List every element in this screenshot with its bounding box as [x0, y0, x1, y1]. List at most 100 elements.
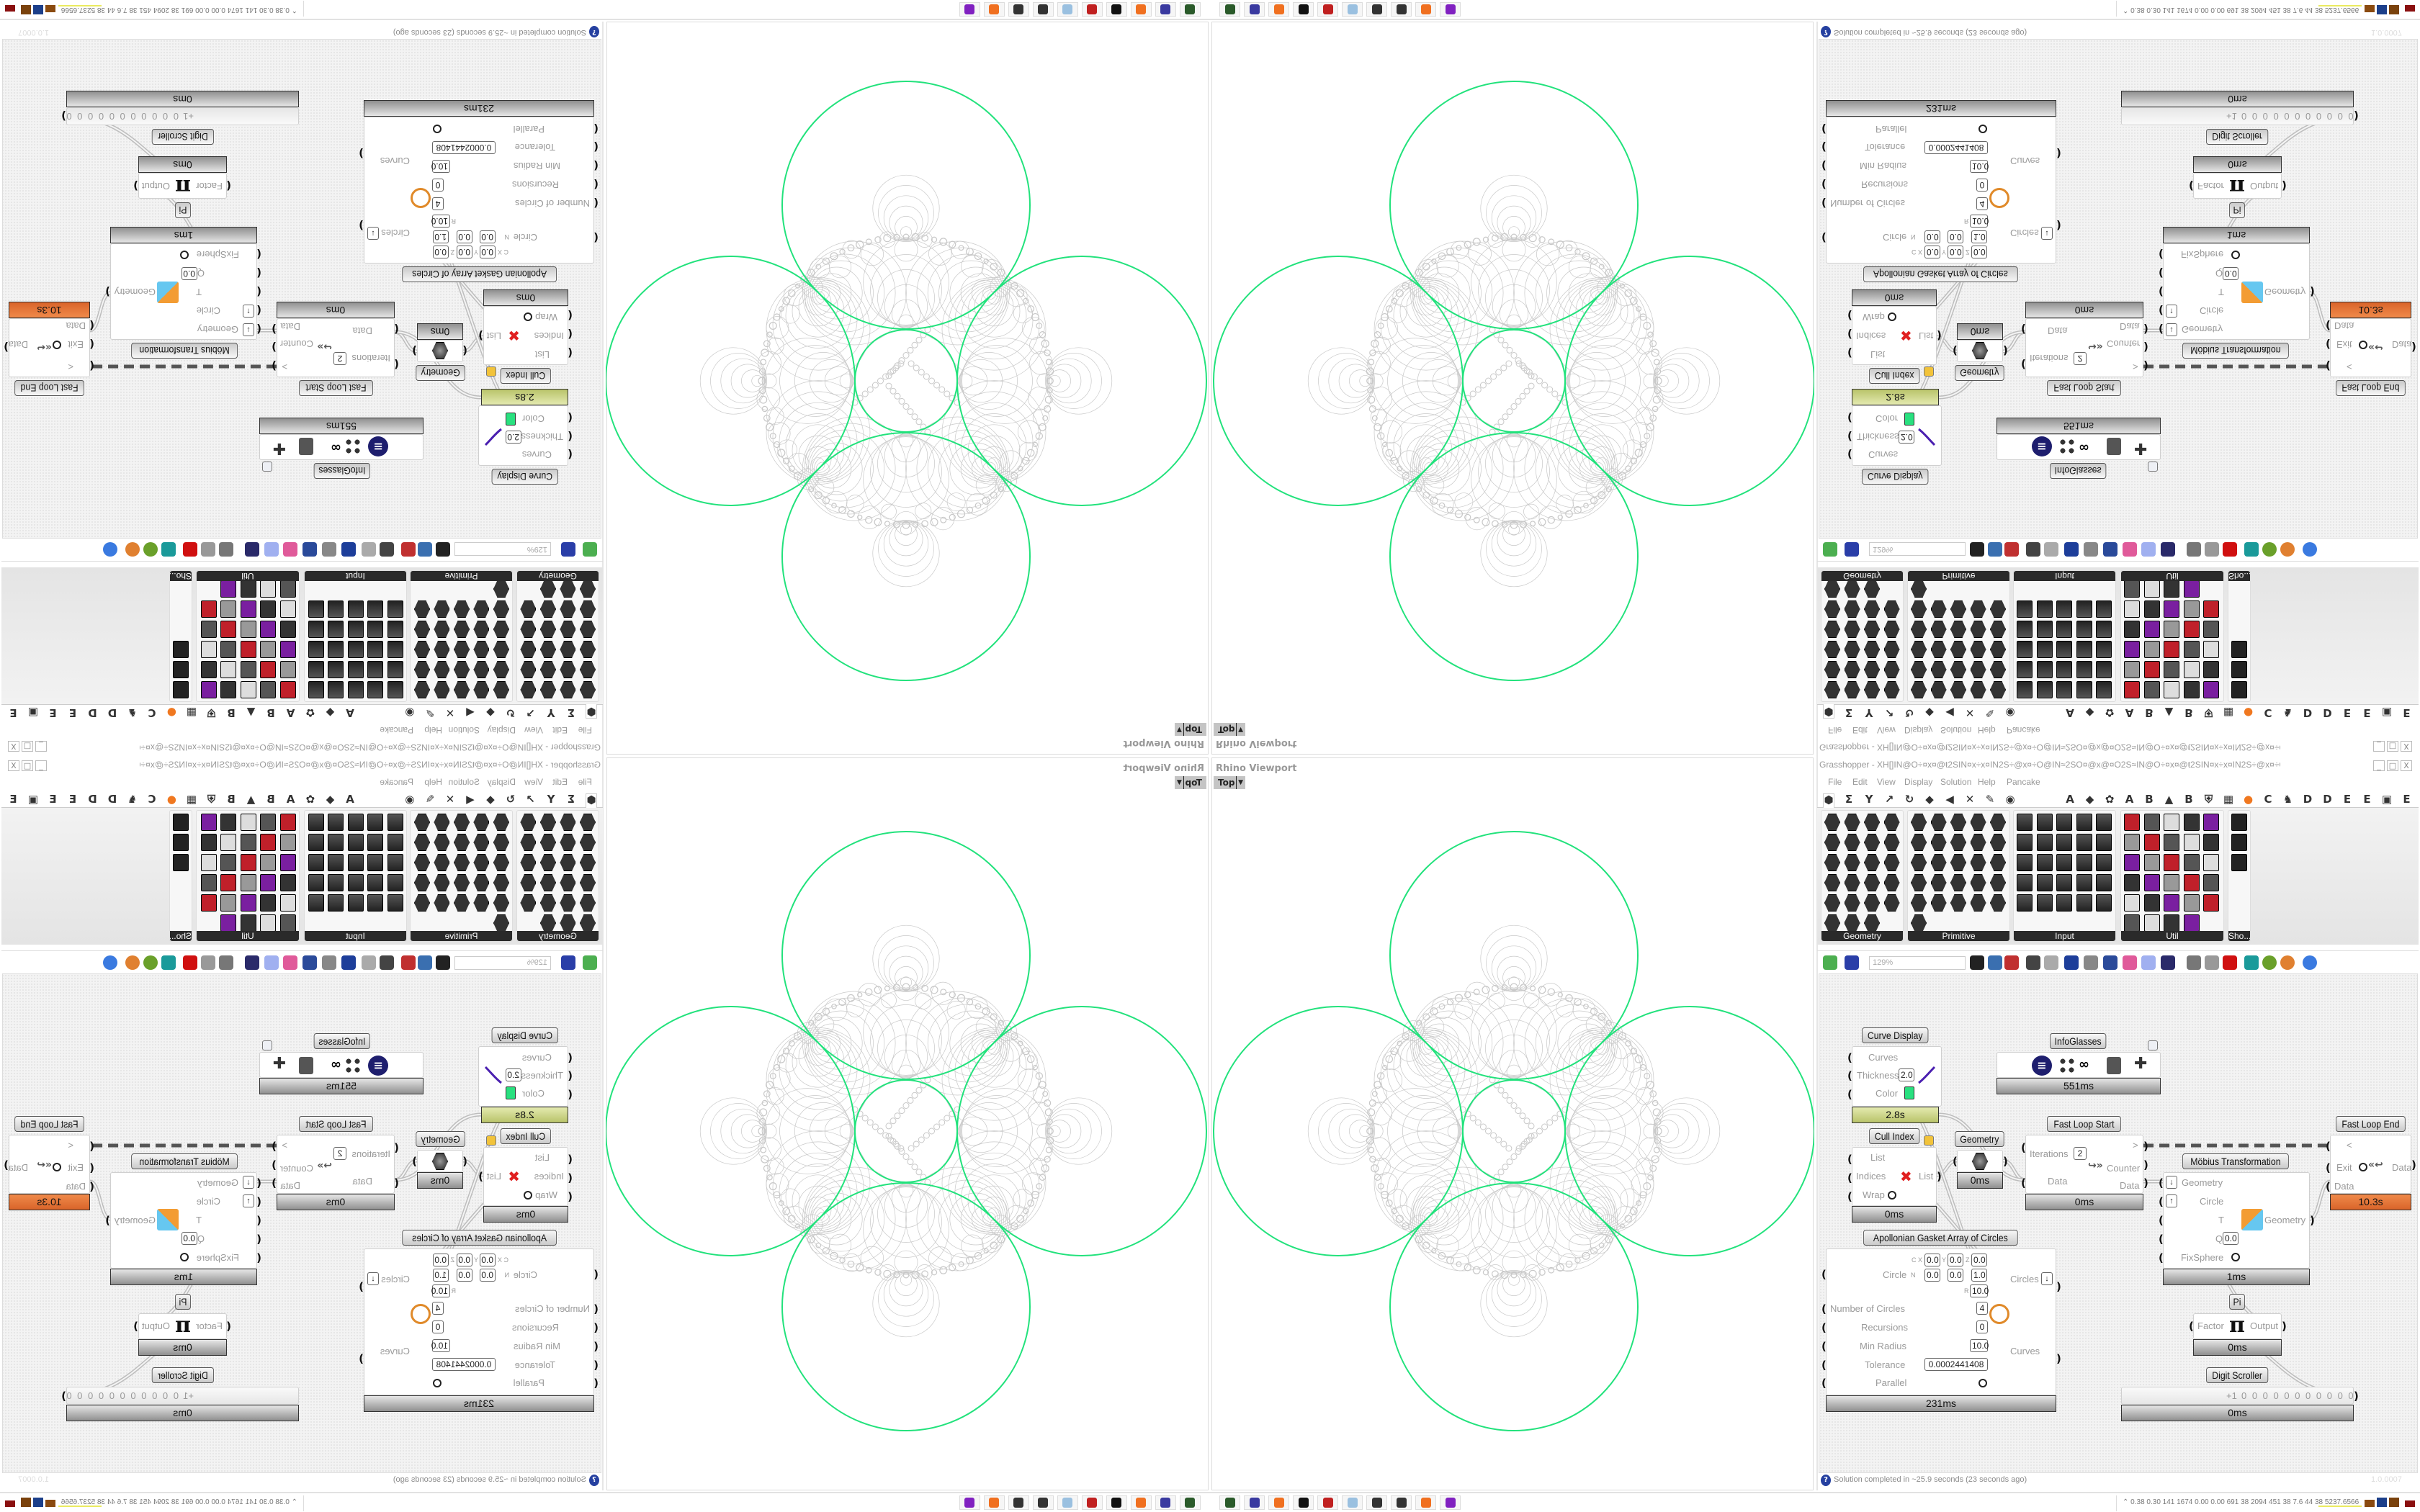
- tab-letter-b-icon[interactable]: B: [2145, 793, 2154, 806]
- exit-toggle[interactable]: [2359, 1163, 2367, 1171]
- recursions-field[interactable]: 0: [1976, 179, 1988, 192]
- input-grip[interactable]: (: [1953, 1155, 1958, 1168]
- parallel-toggle[interactable]: [1978, 125, 1987, 133]
- input-grip[interactable]: (: [568, 309, 573, 322]
- glasses-icon[interactable]: [2231, 814, 2247, 831]
- task-manager-icon[interactable]: [1180, 2, 1201, 17]
- input-grip[interactable]: (: [1821, 1268, 1827, 1281]
- pi-label[interactable]: Pi: [175, 1294, 191, 1310]
- curve-arrow-tab-icon[interactable]: ↗: [1884, 793, 1894, 806]
- tab-letter-c-icon[interactable]: C: [2264, 793, 2272, 806]
- output-grip[interactable]: ): [2143, 359, 2148, 372]
- mobius-label[interactable]: Möbius Transformation: [131, 1153, 238, 1169]
- firefox-icon[interactable]: [1268, 2, 1289, 17]
- brep-icon[interactable]: [1864, 874, 1880, 891]
- text-icon[interactable]: [1864, 854, 1880, 871]
- expand-icon[interactable]: ⌃: [2123, 1498, 2131, 1506]
- input-grip[interactable]: (: [2326, 359, 2331, 372]
- expand-icon[interactable]: ⌃: [2123, 6, 2131, 14]
- pr-icon[interactable]: [2164, 894, 2179, 912]
- floppy-64-icon[interactable]: [1155, 2, 1176, 17]
- text-ui-icon[interactable]: [2056, 874, 2072, 891]
- input-grip[interactable]: (: [462, 344, 467, 357]
- tab-letter-d-icon[interactable]: D: [2323, 793, 2332, 806]
- arrow-icon[interactable]: [1824, 854, 1840, 871]
- menu-solution[interactable]: Solution: [1940, 777, 1972, 787]
- doc-icon[interactable]: [1930, 894, 1947, 912]
- hook-tab-icon[interactable]: ↻: [1904, 793, 1914, 806]
- fast-loop-end-label[interactable]: Fast Loop End: [2336, 1116, 2406, 1132]
- normal-z-field[interactable]: 1.0: [1971, 1269, 1987, 1282]
- hex-grid-icon[interactable]: [1950, 854, 1966, 871]
- wrap-toggle[interactable]: [1888, 312, 1896, 321]
- curve-graph-icon[interactable]: [2017, 874, 2033, 891]
- tab-letter-b-icon[interactable]: B: [2184, 793, 2193, 806]
- output-grip[interactable]: ): [1937, 329, 1942, 342]
- pdb-icon[interactable]: [2036, 874, 2053, 891]
- swatch-icon[interactable]: [2036, 854, 2053, 871]
- normal-x-field[interactable]: 0.0: [1924, 230, 1940, 243]
- output-grip[interactable]: ): [2411, 1158, 2416, 1171]
- mobius-component[interactable]: ↓ Geometry ↑ Circle T Q 0.0 FixSphere Ge…: [2163, 243, 2310, 340]
- apollonian-component[interactable]: C X 0.0 Y 0.0 Z 0.0 Circle N 0.0 0.0 1.0…: [364, 117, 594, 264]
- input-grip[interactable]: (: [1821, 1377, 1827, 1390]
- tree-icon[interactable]: [2124, 874, 2140, 891]
- output-grip[interactable]: ): [272, 1158, 277, 1171]
- time-icon[interactable]: [1950, 834, 1966, 851]
- firefox-icon[interactable]: [1268, 1495, 1289, 1510]
- menu-pancake[interactable]: Pancake: [2007, 777, 2040, 787]
- input-grip[interactable]: (: [1821, 231, 1827, 244]
- tab-letter-e-icon[interactable]: E: [2343, 793, 2352, 806]
- status-info-icon[interactable]: ?: [1821, 1475, 1831, 1486]
- green-icon[interactable]: [2262, 955, 2277, 970]
- output-grip[interactable]: ): [105, 285, 110, 298]
- tab-symbol-icon[interactable]: ✿: [2105, 793, 2115, 806]
- output-grip[interactable]: ): [478, 329, 483, 342]
- output-grip[interactable]: ): [105, 1214, 110, 1227]
- unplug-icon[interactable]: [2026, 955, 2040, 970]
- output-grip[interactable]: ): [2282, 179, 2287, 192]
- digit-values[interactable]: 0 0 0 0 0 0 0 0 0 0 0: [2241, 1390, 2355, 1401]
- toggle-icon[interactable]: [2096, 834, 2112, 851]
- output-grip[interactable]: ): [2143, 1158, 2148, 1171]
- input-grip[interactable]: (: [2326, 1161, 2331, 1174]
- output-grip[interactable]: ): [272, 1176, 277, 1189]
- output-grip[interactable]: ): [2354, 109, 2359, 122]
- number-of-circles-field[interactable]: 4: [432, 197, 444, 210]
- min-radius-field[interactable]: 10.0: [1970, 1339, 1989, 1352]
- domain-icon[interactable]: [1970, 814, 1986, 831]
- button-icon[interactable]: [2076, 854, 2092, 871]
- number-of-circles-field[interactable]: 4: [1976, 1302, 1988, 1315]
- view-dropdown[interactable]: Top ▼: [1214, 776, 1245, 789]
- fast-loop-start-component[interactable]: > Iterations 2 ↪» Counter Data Data: [2025, 318, 2143, 377]
- geometry-param[interactable]: [417, 1150, 463, 1172]
- string-icon[interactable]: [1950, 894, 1966, 912]
- record-icon[interactable]: [2143, 834, 2160, 851]
- orange-sphere-icon[interactable]: [2280, 955, 2295, 970]
- integer-icon[interactable]: [1990, 854, 2006, 871]
- center-x-field[interactable]: 0.0: [1924, 246, 1940, 258]
- vector-icon[interactable]: [1883, 834, 1900, 851]
- image-icon[interactable]: [1970, 834, 1986, 851]
- tolerance-field[interactable]: 0.0002441408: [1924, 141, 1988, 154]
- fast-loop-end-component[interactable]: < Exit «↩ Data Data: [9, 318, 90, 377]
- pi-label[interactable]: Pi: [2229, 202, 2245, 218]
- date-icon[interactable]: [2076, 874, 2092, 891]
- normal-x-field[interactable]: 0.0: [480, 230, 496, 243]
- boolean-icon[interactable]: [1911, 814, 1927, 831]
- center-y-field[interactable]: 0.0: [1948, 1254, 1963, 1266]
- display-eye-tab-icon[interactable]: ◉: [2005, 793, 2015, 806]
- warning-bubble-icon[interactable]: [1924, 366, 1934, 377]
- fixsphere-toggle[interactable]: [2231, 251, 2240, 259]
- fixsphere-toggle[interactable]: [2231, 1253, 2240, 1261]
- output-grip[interactable]: ): [2056, 147, 2061, 160]
- input-grip[interactable]: (: [256, 304, 261, 317]
- cull-index-label[interactable]: Cull Index: [1869, 368, 1920, 384]
- output-grip[interactable]: ): [2282, 1320, 2287, 1333]
- geometry-label[interactable]: Geometry: [416, 1131, 465, 1147]
- minimize-button[interactable]: _: [2373, 760, 2385, 771]
- tab-letter-e-icon[interactable]: E: [2363, 793, 2371, 806]
- input-grip[interactable]: (: [568, 448, 573, 461]
- menu-edit[interactable]: Edit: [1852, 777, 1868, 787]
- input-grip[interactable]: (: [1847, 309, 1852, 322]
